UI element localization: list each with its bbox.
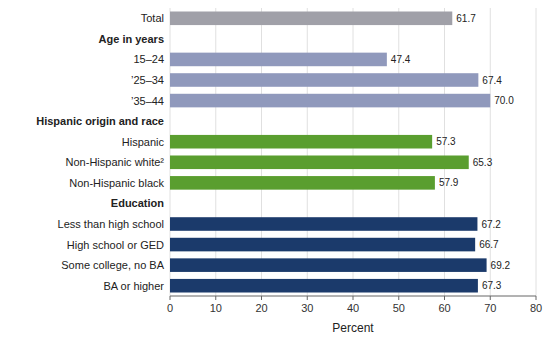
bar — [170, 73, 478, 87]
grid-line — [536, 8, 537, 296]
bar — [170, 155, 469, 169]
grid — [170, 8, 536, 296]
x-tick — [215, 296, 216, 300]
category-label: Non-Hispanic white² — [66, 156, 165, 168]
data-label: 66.7 — [479, 239, 499, 250]
x-axis-title: Percent — [332, 321, 374, 335]
x-tick-label: 60 — [438, 302, 450, 314]
data-label: 67.2 — [481, 219, 501, 230]
chart-svg: 61.7 47.4 67.4 70.0 57.3 65.3 57.9 67.2 66.7 69.2… — [0, 0, 560, 343]
category-label: Hispanic — [122, 136, 165, 148]
data-label: 61.7 — [456, 13, 476, 24]
x-tick — [536, 296, 537, 300]
bar — [170, 53, 387, 67]
data-label: 67.3 — [482, 280, 502, 291]
data-label: 70.0 — [494, 95, 514, 106]
grid-line — [398, 8, 399, 296]
bar — [170, 238, 475, 252]
data-label: 67.4 — [482, 75, 502, 86]
data-label: 47.4 — [391, 54, 411, 65]
x-tick-label: 50 — [393, 302, 405, 314]
grid-line — [353, 8, 354, 296]
bar — [170, 258, 487, 272]
category-label: Some college, no BA — [61, 259, 164, 271]
category-labels: Total Age in years 15–24 ’25–34 ’35–44 Hispan… — [36, 12, 164, 291]
bar — [170, 135, 432, 149]
page: {"chart_data": {"type": "bar", "orientat… — [0, 0, 560, 343]
x-tick — [307, 296, 308, 300]
x-tick — [170, 296, 171, 300]
data-labels: 61.7 47.4 67.4 70.0 57.3 65.3 57.9 67.2 66.7 69.2… — [391, 13, 514, 291]
bar — [170, 94, 490, 108]
bars — [170, 11, 490, 292]
category-label: Total — [141, 12, 164, 24]
grid-line — [170, 8, 171, 296]
x-tick-label: 10 — [210, 302, 222, 314]
x-tick — [490, 296, 491, 300]
data-label: 65.3 — [473, 157, 493, 168]
x-tick-label: 20 — [255, 302, 267, 314]
category-label: High school or GED — [67, 239, 164, 251]
category-label: BA or higher — [103, 280, 164, 292]
grid-line — [444, 8, 445, 296]
bar — [170, 217, 477, 231]
group-header: Age in years — [99, 33, 164, 45]
grid-line — [215, 8, 216, 296]
category-label: 15–24 — [133, 53, 164, 65]
x-tick — [398, 296, 399, 300]
category-label: ’25–34 — [131, 74, 164, 86]
bar — [170, 176, 435, 190]
bar — [170, 11, 452, 25]
x-tick-label: 40 — [347, 302, 359, 314]
data-label: 57.3 — [436, 136, 456, 147]
x-axis: 0 10 20 30 40 50 60 70 80 Percent — [167, 296, 542, 335]
grid-line — [307, 8, 308, 296]
data-label: 57.9 — [439, 177, 459, 188]
category-label: Less than high school — [58, 218, 164, 230]
chart-container: 61.7 47.4 67.4 70.0 57.3 65.3 57.9 67.2 66.7 69.2… — [0, 0, 560, 343]
x-tick — [261, 296, 262, 300]
data-label: 69.2 — [491, 260, 511, 271]
bar — [170, 279, 478, 293]
x-tick — [353, 296, 354, 300]
category-label: ’35–44 — [131, 95, 164, 107]
x-tick-label: 0 — [167, 302, 173, 314]
x-tick-label: 30 — [301, 302, 313, 314]
category-label: Non-Hispanic black — [69, 177, 164, 189]
grid-line — [490, 8, 491, 296]
group-header: Education — [111, 197, 164, 209]
x-tick-label: 80 — [530, 302, 542, 314]
x-tick-label: 70 — [484, 302, 496, 314]
group-header: Hispanic origin and race — [36, 115, 164, 127]
x-tick — [444, 296, 445, 300]
grid-line — [261, 8, 262, 296]
